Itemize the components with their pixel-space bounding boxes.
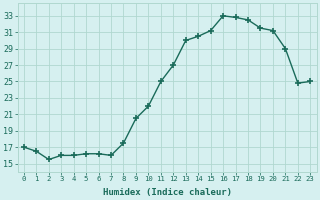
X-axis label: Humidex (Indice chaleur): Humidex (Indice chaleur) [103,188,232,197]
